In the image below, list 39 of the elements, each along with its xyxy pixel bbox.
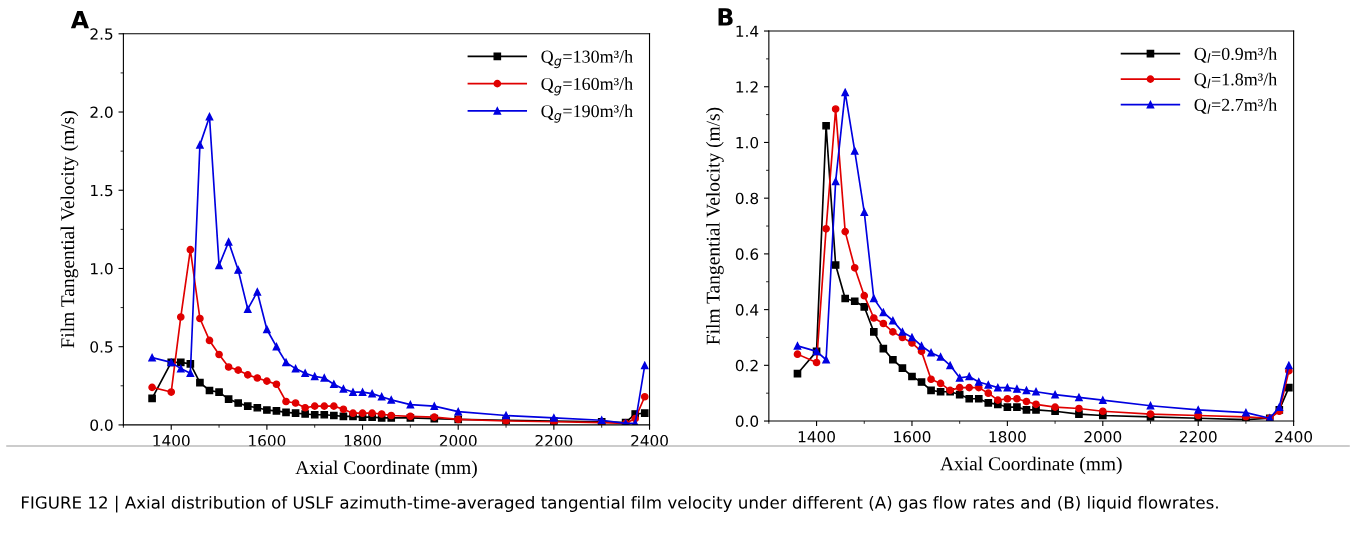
- y-tick-label: 0.0: [90, 419, 113, 431]
- y-tick-label: 1.0: [91, 262, 113, 275]
- caption: FIGURE 12 | Axial distribution of USLF azimuth-time-averaged tangential film velocity under different (A) gas flow rates and (B) liquid flowrates.: [21, 495, 1218, 513]
- x-tick-label: 1600: [249, 434, 286, 447]
- chart-title: B: [718, 8, 733, 26]
- x-tick-label: 2400: [631, 434, 668, 447]
- y-tick-label: 0.6: [735, 248, 759, 260]
- legend-label: Q$_{l}$=2.7m³/h: [1194, 98, 1278, 114]
- x-tick-label: 1400: [153, 434, 190, 447]
- y-axis-title: Film Tangential Velocity (m/s): [706, 107, 724, 345]
- y-tick-label: 0.8: [735, 192, 759, 205]
- legend-label: Q$_{l}$=1.8m³/h: [1194, 72, 1278, 89]
- x-axis-title: Axial Coordinate (mm): [295, 460, 477, 479]
- x-tick-label: 2200: [535, 434, 573, 447]
- y-tick-label: 0.5: [90, 341, 113, 353]
- x-axis-title: Axial Coordinate (mm): [940, 456, 1122, 475]
- x-tick-label: 2000: [439, 434, 477, 447]
- legend-label: Q$_{g}$=130m³/h: [541, 50, 633, 69]
- x-tick-label: 1800: [989, 431, 1026, 443]
- y-tick-label: 0.0: [735, 415, 759, 428]
- y-tick-label: 2.5: [90, 28, 113, 40]
- x-tick-label: 2000: [1084, 431, 1122, 443]
- y-tick-label: 0.2: [735, 359, 758, 372]
- y-tick-label: 0.4: [735, 304, 759, 316]
- x-tick-label: 1600: [894, 431, 931, 443]
- legend-label: Q$_{g}$=190m³/h: [541, 104, 633, 123]
- y-tick-label: 2.0: [90, 106, 113, 119]
- y-tick-label: 1.4: [736, 25, 759, 37]
- x-tick-label: 1800: [344, 434, 381, 447]
- y-axis-title: Film Tangential Velocity (m/s): [60, 111, 79, 348]
- legend-label: Q$_{l}$=0.9m³/h: [1194, 47, 1278, 63]
- legend-label: Q$_{g}$=160m³/h: [541, 77, 633, 96]
- y-tick-label: 1.5: [91, 184, 113, 197]
- x-tick-label: 2400: [1275, 431, 1313, 443]
- chart-title: A: [70, 11, 89, 29]
- x-tick-label: 1400: [798, 431, 835, 443]
- y-tick-label: 1.2: [736, 81, 758, 93]
- x-tick-label: 2200: [1179, 431, 1217, 443]
- y-tick-label: 1.0: [736, 136, 759, 149]
